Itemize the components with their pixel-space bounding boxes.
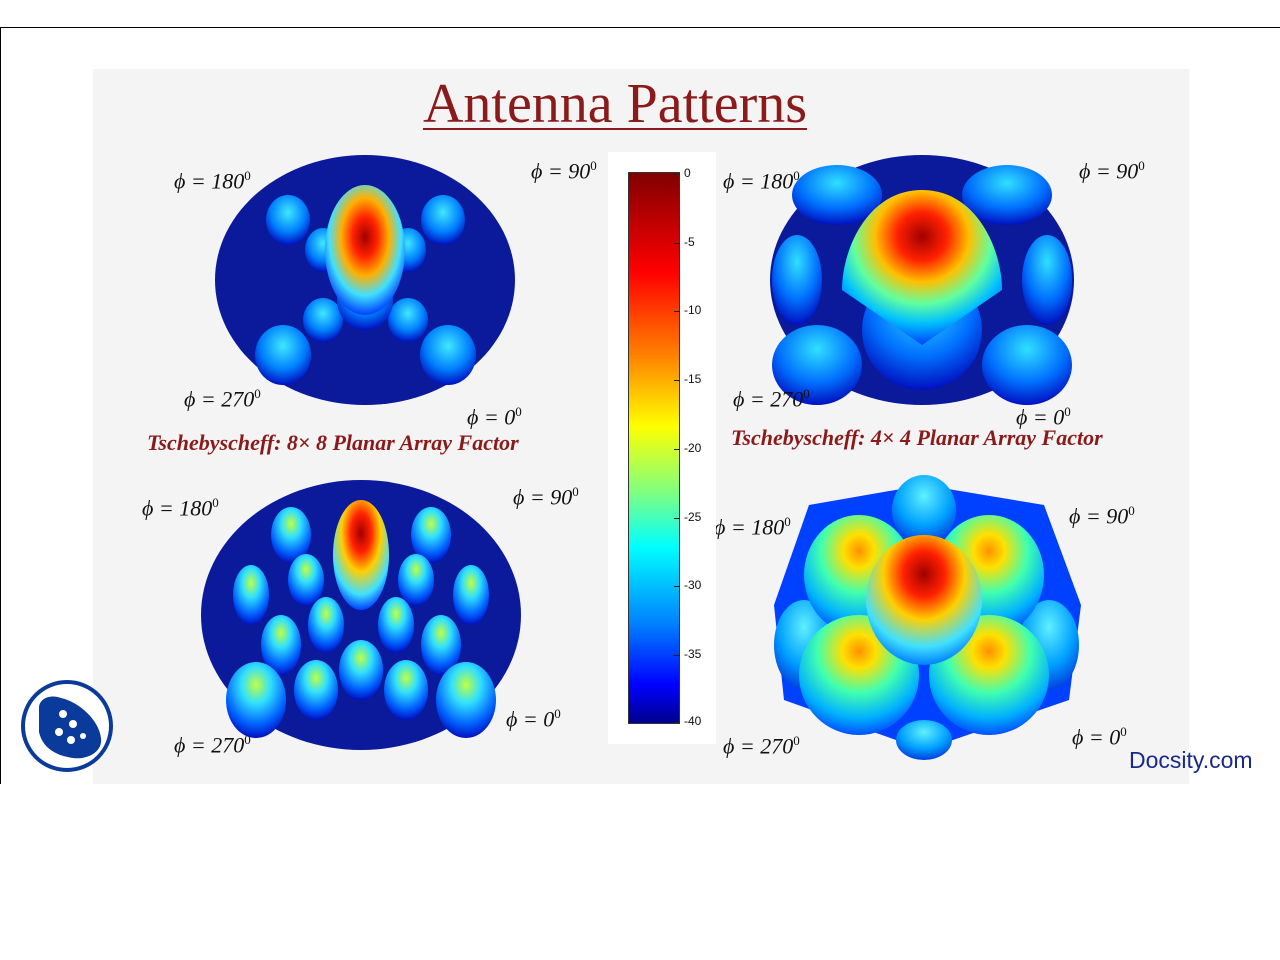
label-phi-90-bl: ϕ = 900	[513, 484, 579, 510]
caption-tschebyscheff-8x8: Tschebyscheff: 8× 8 Planar Array Factor	[147, 430, 519, 455]
label-phi-90-tl: ϕ = 900	[531, 158, 597, 184]
slide-frame: Antenna Patterns	[0, 27, 1280, 784]
label-phi-90-tr: ϕ = 900	[1079, 158, 1145, 184]
label-phi-90-br: ϕ = 900	[1069, 503, 1135, 529]
colorbar-tick: -15	[684, 372, 702, 386]
colorbar-panel: 0 -5 -10 -15 -20 -25 -30 -35 -40	[608, 152, 716, 744]
slide-title: Antenna Patterns	[422, 73, 808, 135]
colorbar-tick: -25	[684, 510, 702, 524]
colorbar-tickmark	[674, 586, 680, 587]
label-phi-0-tl: ϕ = 00	[467, 404, 522, 430]
label-phi-0-bl: ϕ = 00	[506, 706, 561, 732]
plot-uniform-8x8	[196, 475, 526, 750]
label-phi-180-tr: ϕ = 1800	[723, 168, 800, 194]
docsity-logo-icon	[21, 680, 113, 772]
colorbar-tick: 0	[684, 166, 691, 180]
colorbar-tickmark	[674, 174, 680, 175]
label-phi-180-bl: ϕ = 1800	[142, 495, 219, 521]
label-phi-270-br: ϕ = 2700	[723, 733, 800, 759]
colorbar-tickmark	[674, 449, 680, 450]
colorbar-tickmark	[674, 722, 680, 723]
plot-uniform-4x4	[769, 465, 1084, 760]
label-phi-0-tr: ϕ = 00	[1016, 404, 1071, 430]
colorbar-tickmark	[674, 311, 680, 312]
colorbar-tick: -30	[684, 578, 702, 592]
colorbar-tick: -20	[684, 441, 702, 455]
colorbar-tickmark	[674, 243, 680, 244]
label-phi-270-bl: ϕ = 2700	[174, 732, 251, 758]
colorbar-tick: -10	[684, 303, 702, 317]
caption-tschebyscheff-4x4: Tschebyscheff: 4× 4 Planar Array Factor	[731, 425, 1103, 450]
label-phi-270-tl: ϕ = 2700	[184, 386, 261, 412]
colorbar-tickmark	[674, 518, 680, 519]
plot-tschebyscheff-8x8	[213, 150, 518, 405]
colorbar-tickmark	[674, 655, 680, 656]
label-phi-180-tl: ϕ = 1800	[174, 168, 251, 194]
docsity-watermark: Docsity.com	[1129, 747, 1253, 773]
colorbar-tickmark	[674, 380, 680, 381]
colorbar-tick: -5	[684, 235, 695, 249]
plot-tschebyscheff-4x4	[767, 150, 1077, 405]
label-phi-0-br: ϕ = 00	[1072, 724, 1127, 750]
colorbar-tick: -40	[684, 714, 702, 728]
label-phi-270-tr: ϕ = 2700	[733, 386, 810, 412]
label-phi-180-br: ϕ = 1800	[714, 514, 791, 540]
colorbar-tick: -35	[684, 647, 702, 661]
colorbar	[628, 172, 680, 724]
